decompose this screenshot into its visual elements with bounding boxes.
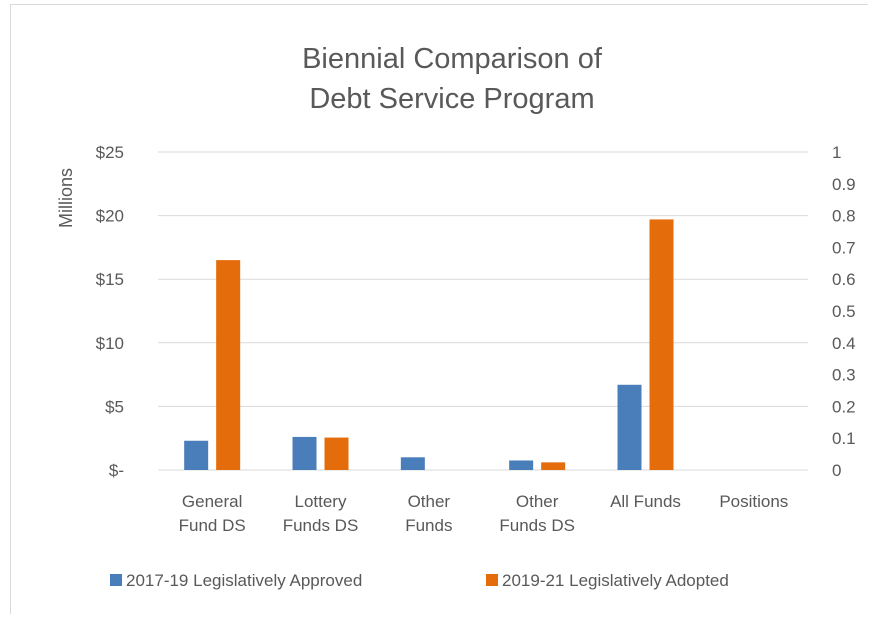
x-tick-label: All Funds [610,492,681,511]
y2-tick-label: 0.2 [832,397,856,416]
x-tick-label: Other [516,492,559,511]
gridlines [158,151,808,471]
bar-1 [509,460,534,470]
secondary-y-axis-ticks: 0 0.1 0.2 0.3 0.4 0.5 0.6 0.7 0.8 0.9 1 [832,143,856,480]
bar-2 [324,437,349,470]
legend-swatch [486,574,498,586]
x-tick-label: Fund DS [179,516,246,535]
x-tick-label: Lottery [295,492,347,511]
legend-label: 2017-19 Legislatively Approved [126,571,362,590]
x-tick-label: Other [408,492,451,511]
bar-2 [216,260,241,470]
bar-1 [400,457,425,470]
y-axis-label: Millions [56,168,76,228]
bar-1 [292,436,317,470]
y2-tick-label: 0.3 [832,366,856,385]
y-tick-label: $10 [96,334,124,353]
legend: 2017-19 Legislatively Approved 2019-21 Le… [110,571,729,590]
bar-2 [541,462,566,470]
y-tick-label: $15 [96,270,124,289]
x-tick-label: Funds DS [283,516,359,535]
bar-1 [617,384,642,470]
y-tick-label: $- [109,461,124,480]
y2-tick-label: 0.6 [832,270,856,289]
x-tick-label: Funds DS [499,516,575,535]
y-tick-label: $5 [105,397,124,416]
y2-tick-label: 0.4 [832,334,856,353]
y2-tick-label: 0.9 [832,175,856,194]
y-tick-label: $20 [96,207,124,226]
chart-title-line-2: Debt Service Program [309,83,594,115]
y2-tick-label: 0.7 [832,238,856,257]
x-tick-label: Positions [719,492,788,511]
legend-label: 2019-21 Legislatively Adopted [502,571,729,590]
chart-frame [10,4,868,614]
y2-tick-label: 0.1 [832,429,856,448]
y-tick-label: $25 [96,143,124,162]
y2-tick-label: 1 [832,143,841,162]
legend-swatch [110,574,122,586]
y2-tick-label: 0 [832,461,841,480]
x-tick-label: General [182,492,242,511]
x-axis-ticks: General Fund DS Lottery Funds DS Other Funds O… [179,492,789,535]
y-axis-ticks: $- $5 $10 $15 $20 $25 [96,143,124,480]
bar-2 [649,219,674,470]
y2-tick-label: 0.5 [832,302,856,321]
x-tick-label: Funds [405,516,452,535]
bars [184,219,674,470]
y2-tick-label: 0.8 [832,207,856,226]
chart-title-line-1: Biennial Comparison of [302,43,603,75]
bar-1 [184,440,209,470]
